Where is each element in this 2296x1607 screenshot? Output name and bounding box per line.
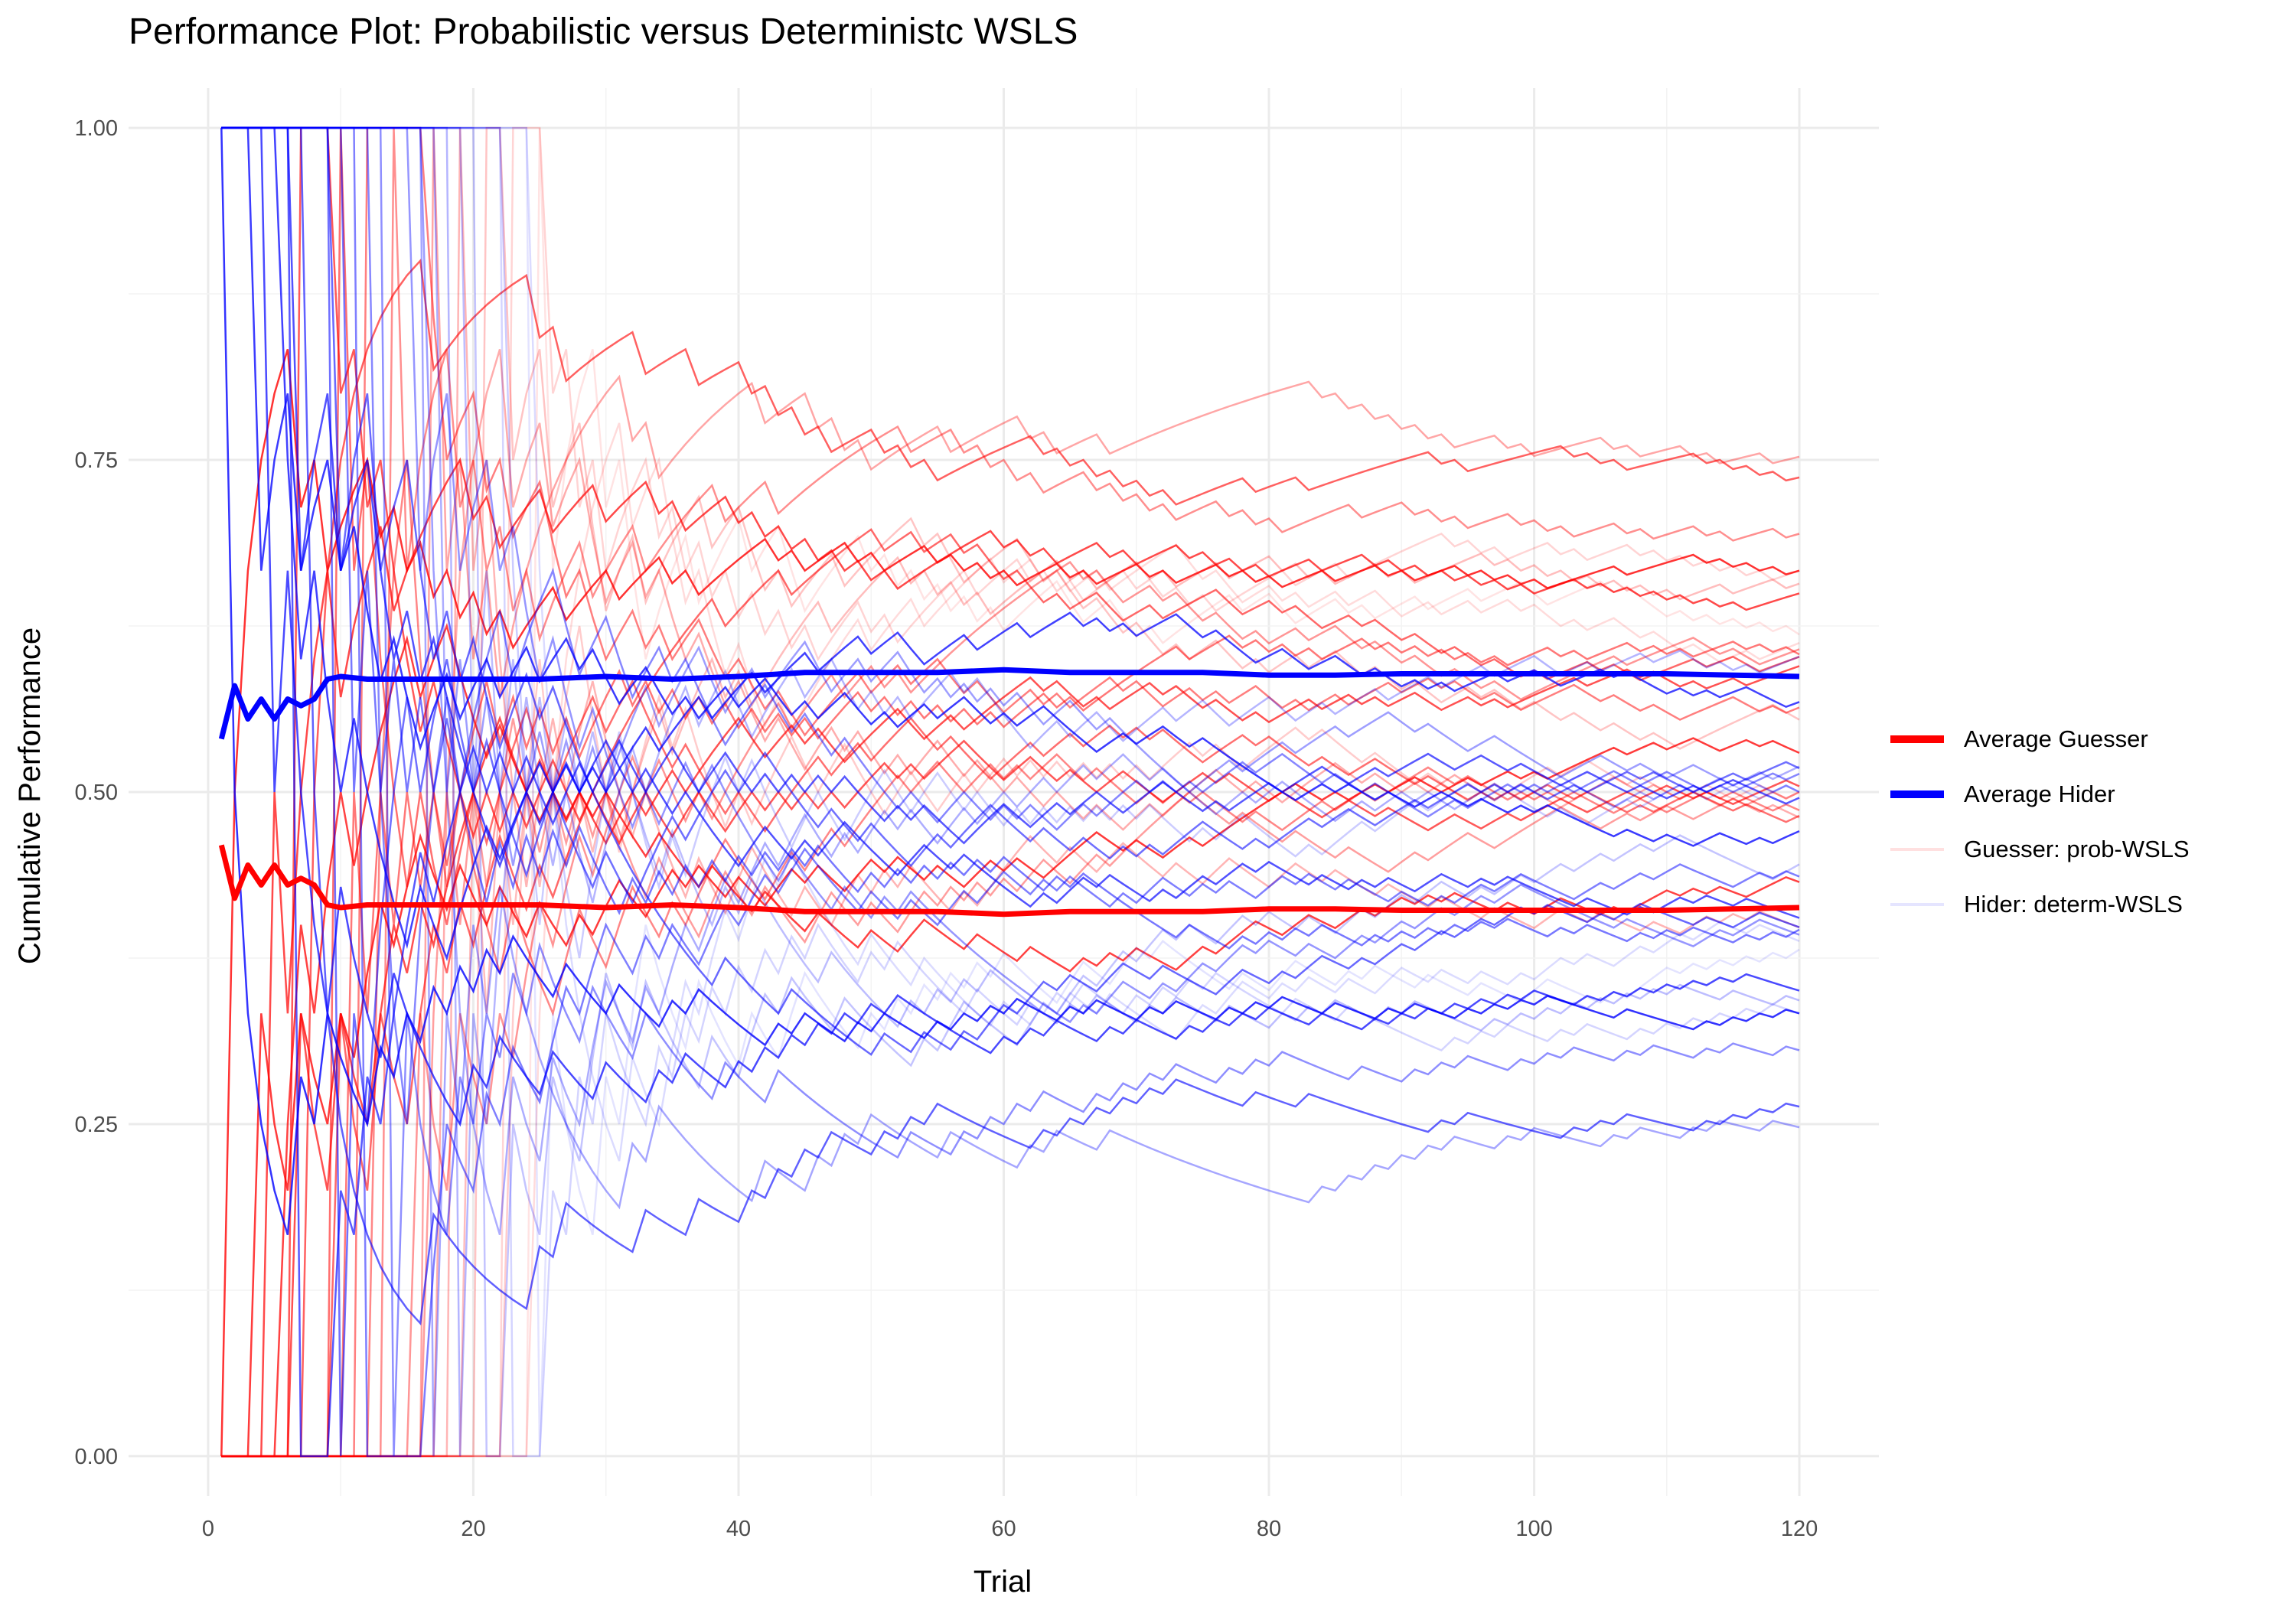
guesser-agent-line (221, 258, 1800, 1458)
hider-agent-line (221, 126, 1800, 1032)
hider-agent-line (221, 126, 1800, 1127)
hider-agent-line (221, 126, 1800, 1456)
guesser-agent-line (221, 665, 1800, 1458)
x-axis-ticks: 0 20 40 60 80 100 120 (202, 1517, 1818, 1541)
guesser-agent-line (220, 349, 1800, 1456)
guesser-agent-line (221, 126, 1800, 1458)
guesser-agent-line (221, 718, 1800, 1458)
guesser-agent-line (221, 459, 1800, 1458)
average-guesser-line (218, 844, 1800, 918)
x-axis-title: Trial (974, 1565, 1032, 1599)
legend-key-guesser-prob-wsls (1890, 848, 1944, 851)
legend-key-hider-determ-wsls (1890, 903, 1944, 906)
guesser-agent-line (221, 457, 1800, 1458)
guesser-agent-line (221, 552, 1800, 1458)
x-tick-label: 20 (461, 1517, 485, 1541)
legend: Average Guesser Average Hider Guesser: p… (1890, 712, 2288, 932)
legend-item-hider-determ-wsls: Hider: determ-WSLS (1890, 877, 2288, 932)
x-tick-label: 80 (1257, 1517, 1281, 1541)
legend-item-average-guesser: Average Guesser (1890, 712, 2288, 767)
hider-agent-line (221, 126, 1800, 866)
x-tick-label: 0 (202, 1517, 214, 1541)
x-tick-label: 100 (1515, 1517, 1552, 1541)
hider-agent-line (221, 126, 1800, 959)
hider-agent-line (221, 126, 1800, 1162)
hider-agent-line (221, 126, 1800, 919)
hider-agent-line (221, 126, 1800, 1456)
hider-agent-line (221, 126, 1800, 1024)
legend-label-average-hider: Average Hider (1964, 781, 2115, 807)
y-tick-label: 0.25 (75, 1113, 118, 1137)
hider-agent-line (221, 126, 1800, 1458)
x-tick-label: 60 (991, 1517, 1016, 1541)
hider-agent-line (221, 126, 1800, 1125)
legend-label-average-guesser: Average Guesser (1964, 725, 2148, 752)
hider-agent-line (221, 126, 1800, 1458)
y-tick-label: 0.75 (75, 448, 118, 473)
hider-agent-line (221, 126, 1800, 1456)
individual-agent-lines (220, 126, 1800, 1458)
x-tick-label: 40 (726, 1517, 751, 1541)
legend-item-average-hider: Average Hider (1890, 767, 2288, 822)
y-axis-title: Cumulative Performance (13, 627, 47, 964)
hider-agent-line (221, 126, 1800, 1235)
guesser-agent-line (221, 126, 1800, 1458)
legend-key-average-guesser (1890, 735, 1944, 743)
chart-title: Performance Plot: Probabilistic versus D… (129, 11, 1078, 52)
hider-agent-line (221, 126, 1800, 1458)
legend-label-guesser-prob-wsls: Guesser: prob-WSLS (1964, 836, 2190, 862)
y-tick-label: 0.50 (75, 781, 118, 805)
hider-agent-line (221, 126, 1800, 1456)
guesser-agent-line (221, 128, 1800, 1458)
y-tick-label: 1.00 (75, 116, 118, 141)
legend-label-hider-determ-wsls: Hider: determ-WSLS (1964, 891, 2183, 918)
guesser-agent-line (221, 625, 1800, 1458)
guesser-agent-line (221, 126, 1800, 1458)
hider-agent-line (221, 126, 1800, 950)
legend-key-average-hider (1890, 790, 1944, 798)
average-hider-line (218, 667, 1800, 740)
hider-agent-line (221, 126, 1800, 847)
guesser-agent-line (221, 128, 1800, 1458)
x-tick-label: 120 (1781, 1517, 1818, 1541)
hider-agent-line (221, 126, 1800, 1456)
guesser-agent-line (221, 128, 1800, 1458)
y-axis-ticks: 0.00 0.25 0.50 0.75 1.00 (75, 116, 118, 1469)
hider-agent-line (221, 126, 1800, 1326)
average-lines (218, 667, 1800, 918)
y-tick-label: 0.00 (75, 1445, 118, 1469)
guesser-agent-line (221, 422, 1800, 1458)
legend-item-guesser-prob-wsls: Guesser: prob-WSLS (1890, 822, 2288, 877)
hider-agent-line (220, 128, 1800, 1235)
guesser-agent-line (221, 128, 1800, 1458)
hider-agent-line (221, 126, 1800, 1458)
